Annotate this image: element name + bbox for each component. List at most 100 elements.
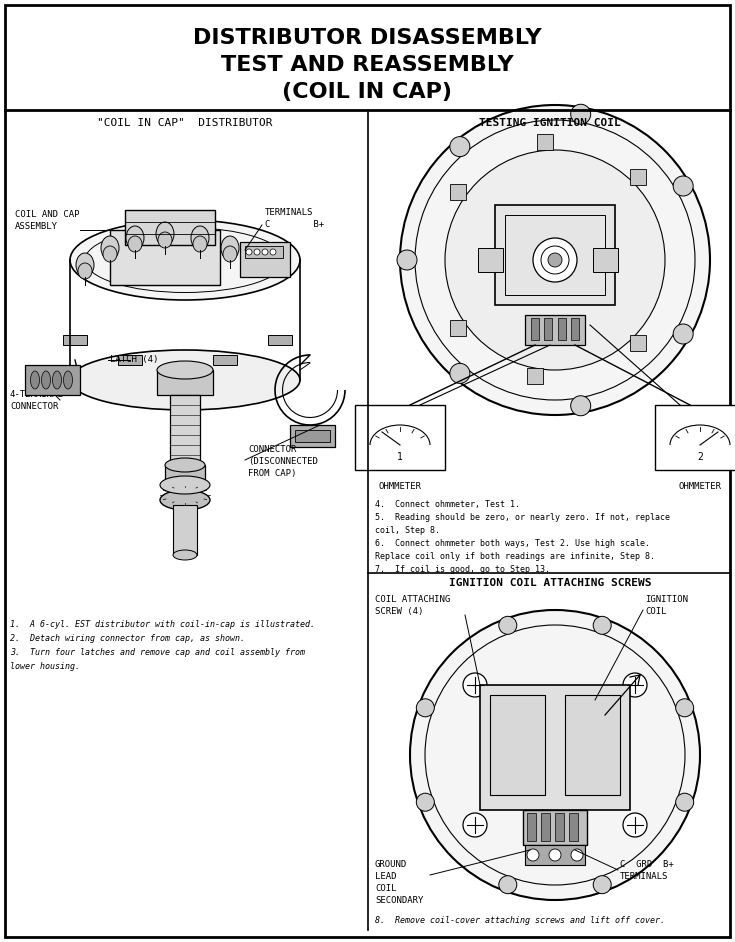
Bar [593,248,618,272]
Text: 8.  Remove coil-cover attaching screws and lift off cover.: 8. Remove coil-cover attaching screws an… [375,916,665,925]
Ellipse shape [76,253,94,277]
Circle shape [410,610,700,900]
Text: 4-TERMINAL: 4-TERMINAL [10,390,64,399]
Bar [544,318,552,340]
Bar [451,319,466,335]
Ellipse shape [221,236,239,260]
Bar [157,370,213,395]
Text: lower housing.: lower housing. [10,662,80,671]
Bar [165,465,205,485]
Circle shape [400,105,710,415]
Bar [565,695,620,795]
Bar [110,230,220,285]
Circle shape [463,813,487,837]
Text: GROUND: GROUND [375,860,407,869]
Circle shape [571,849,583,861]
Ellipse shape [63,371,73,389]
Ellipse shape [78,263,92,279]
Ellipse shape [158,232,172,248]
Circle shape [570,396,591,415]
Circle shape [450,364,470,383]
Ellipse shape [30,371,40,389]
Bar [558,318,566,340]
Bar [240,242,290,277]
Circle shape [262,249,268,255]
Bar [490,695,545,795]
Text: C  GRD  B+: C GRD B+ [620,860,674,869]
Text: (DISCONNECTED: (DISCONNECTED [248,457,318,466]
Text: COIL ATTACHING: COIL ATTACHING [375,595,451,604]
Circle shape [254,249,260,255]
Bar [245,246,283,258]
Text: COIL: COIL [645,607,667,616]
Circle shape [673,324,693,344]
Bar [569,813,578,841]
Text: 2: 2 [697,452,703,462]
Ellipse shape [160,476,210,494]
Text: SECONDARY: SECONDARY [375,896,423,905]
Bar [537,135,553,151]
Circle shape [463,673,487,697]
Ellipse shape [160,490,210,510]
Circle shape [623,813,647,837]
Bar [478,248,503,272]
Bar [25,365,80,395]
Circle shape [570,105,591,124]
Ellipse shape [52,371,62,389]
Bar [525,315,585,345]
Circle shape [675,699,694,717]
Bar [125,210,215,245]
Bar [655,405,735,470]
Bar [531,318,539,340]
Ellipse shape [70,350,300,410]
Ellipse shape [223,246,237,262]
Text: Replace coil only if both readings are infinite, Step 8.: Replace coil only if both readings are i… [375,552,655,561]
Bar [295,430,330,442]
Bar [63,335,87,345]
Ellipse shape [191,226,209,250]
Circle shape [397,250,417,270]
Circle shape [450,137,470,156]
Text: TERMINALS: TERMINALS [265,208,313,217]
Circle shape [527,849,539,861]
Circle shape [270,249,276,255]
Bar [170,395,200,465]
Circle shape [593,876,612,894]
Text: 5.  Reading should be zero, or nearly zero. If not, replace: 5. Reading should be zero, or nearly zer… [375,513,670,522]
Text: 2.  Detach wiring connector from cap, as shown.: 2. Detach wiring connector from cap, as … [10,634,245,643]
Bar [631,169,647,185]
Text: FROM CAP): FROM CAP) [248,469,296,478]
Text: "COIL IN CAP"  DISTRIBUTOR: "COIL IN CAP" DISTRIBUTOR [97,118,273,128]
Bar [526,368,542,384]
Bar [451,185,466,201]
Circle shape [549,849,561,861]
Ellipse shape [157,361,213,379]
Circle shape [499,616,517,634]
Bar [118,355,142,365]
Text: 1.  A 6-cyl. EST distributor with coil-in-cap is illustrated.: 1. A 6-cyl. EST distributor with coil-in… [10,620,315,629]
Ellipse shape [173,550,197,560]
Text: coil, Step 8.: coil, Step 8. [375,526,440,535]
Bar [571,318,579,340]
Text: SCREW (4): SCREW (4) [375,607,423,616]
Ellipse shape [41,371,51,389]
Text: ASSEMBLY: ASSEMBLY [15,222,58,231]
Ellipse shape [156,222,174,246]
Text: COIL AND CAP: COIL AND CAP [15,210,79,219]
Text: LEAD: LEAD [375,872,396,881]
Bar [355,405,445,470]
Circle shape [246,249,252,255]
Text: CONNECTOR: CONNECTOR [248,445,296,454]
Bar [213,355,237,365]
Bar [495,205,615,305]
Bar [541,813,550,841]
Ellipse shape [70,220,300,300]
Text: IGNITION COIL ATTACHING SCREWS: IGNITION COIL ATTACHING SCREWS [449,578,651,588]
Text: 4.  Connect ohmmeter, Test 1.: 4. Connect ohmmeter, Test 1. [375,500,520,509]
Circle shape [445,150,665,370]
Text: TESTING IGNITION COIL: TESTING IGNITION COIL [479,118,621,128]
Ellipse shape [128,236,142,252]
Bar [505,215,605,295]
Text: TEST AND REASSEMBLY: TEST AND REASSEMBLY [220,55,513,75]
Text: TERMINALS: TERMINALS [620,872,668,881]
